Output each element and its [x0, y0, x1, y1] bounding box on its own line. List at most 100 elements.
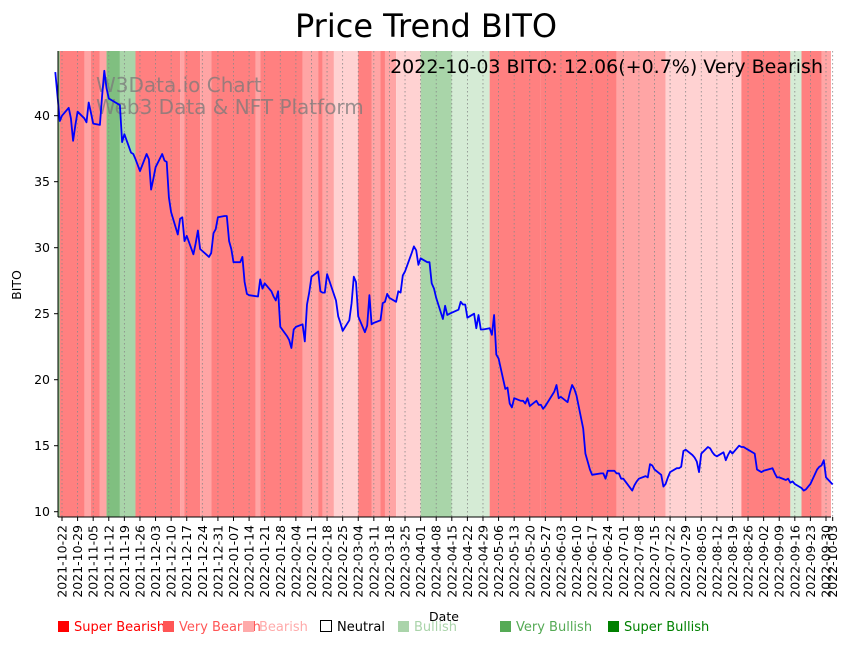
legend-label: Bullish [414, 620, 458, 635]
y-axis-label: BITO [9, 270, 24, 300]
regime-band [489, 51, 541, 517]
x-tick-label: 2022-05-06 [491, 525, 506, 598]
legend-swatch-icon [58, 621, 69, 632]
x-tick-label: 2022-07-15 [647, 525, 662, 598]
x-tick-label: 2022-04-15 [444, 525, 459, 598]
x-tick-label: 2021-10-29 [70, 525, 85, 598]
y-ticks: 10 15 20 25 30 35 40 [34, 108, 58, 519]
legend-swatch-icon [243, 621, 254, 632]
regime-band [58, 51, 60, 517]
x-tick-label: 2022-06-10 [569, 525, 584, 598]
regime-band [119, 51, 136, 517]
watermark-line-2: Web3 Data & NFT Platform [96, 95, 364, 119]
regime-band [84, 51, 91, 517]
x-tick-label: 2022-02-18 [320, 525, 335, 598]
x-tick-label: 2022-08-26 [741, 525, 756, 598]
legend-label: Super Bullish [624, 620, 710, 635]
x-ticks: 2021-10-22 2021-10-29 2021-11-05 2021-11-12… [55, 517, 840, 598]
x-tick-label: 2021-11-19 [117, 525, 132, 598]
x-tick-label: 2022-10-03 [825, 525, 840, 598]
regime-band [184, 51, 201, 517]
x-tick-label: 2022-09-30 [819, 525, 834, 598]
legend-swatch-icon [398, 621, 409, 632]
legend-label: Neutral [337, 620, 385, 635]
regime-band [371, 51, 381, 517]
x-tick-label: 2022-09-02 [756, 525, 771, 598]
y-tick-label: 30 [34, 240, 50, 255]
regime-band [616, 51, 666, 517]
x-tick-label: 2022-09-23 [803, 525, 818, 598]
x-tick-label: 2022-03-25 [398, 525, 413, 598]
x-tick-label: 2021-12-03 [148, 525, 163, 598]
regime-band [333, 51, 359, 517]
x-tick-label: 2021-12-10 [164, 525, 179, 598]
regime-band [200, 51, 212, 517]
x-tick-label: 2022-04-29 [475, 525, 490, 598]
regime-band [396, 51, 421, 517]
x-axis-label: Date [429, 609, 459, 624]
x-tick-label: 2022-03-18 [382, 525, 397, 598]
x-tick-label: 2022-05-27 [538, 525, 553, 598]
legend-swatch-icon [163, 621, 174, 632]
x-tick-label: 2022-06-24 [600, 525, 615, 598]
x-tick-label: 2021-10-22 [55, 525, 70, 598]
watermark-line-1: W3Data.io Chart [96, 73, 262, 97]
x-tick-label: 2021-11-05 [86, 525, 101, 598]
regime-band [540, 51, 577, 517]
y-tick-label: 35 [34, 174, 50, 189]
x-tick-label: 2022-05-20 [522, 525, 537, 598]
x-tick-label: 2022-08-12 [709, 525, 724, 598]
x-tick-label: 2022-01-28 [273, 525, 288, 598]
regime-band [59, 51, 100, 517]
regime-band [135, 51, 181, 517]
x-tick-label: 2021-12-24 [195, 525, 210, 598]
chart-title: Price Trend BITO [295, 7, 557, 45]
y-tick-label: 20 [34, 372, 50, 387]
regime-band [665, 51, 742, 517]
regime-band [358, 51, 372, 517]
regime-band [106, 51, 120, 517]
regime-bands [58, 51, 831, 517]
x-tick-label: 2022-07-29 [678, 525, 693, 598]
legend-label: Very Bullish [516, 620, 593, 635]
legend-swatch-icon [500, 621, 511, 632]
x-tick-label: 2022-01-14 [242, 525, 257, 598]
x-tick-label: 2022-02-25 [335, 525, 350, 598]
x-tick-label: 2022-04-08 [429, 525, 444, 598]
regime-band [790, 51, 802, 517]
x-tick-label: 2022-09-09 [772, 525, 787, 598]
y-tick-label: 15 [34, 438, 50, 453]
legend-label: Bearish [259, 620, 308, 635]
regime-band [99, 51, 107, 517]
legend-item: Super Bearish [58, 620, 165, 635]
x-tick-label: 2021-11-26 [132, 525, 147, 598]
x-tick-label: 2022-08-19 [725, 525, 740, 598]
latest-price-annotation: 2022-10-03 BITO: 12.06(+0.7%) Very Beari… [390, 56, 823, 78]
x-tick-label: 2021-11-12 [101, 525, 116, 598]
x-tick-label: 2022-09-16 [787, 525, 802, 598]
x-tick-label: 2022-07-22 [663, 525, 678, 598]
regime-band [801, 51, 822, 517]
x-tick-label: 2022-05-13 [507, 525, 522, 598]
legend-swatch-icon [320, 620, 332, 632]
regime-band [451, 51, 490, 517]
x-tick-label: 2021-12-17 [179, 525, 194, 598]
x-tick-label: 2022-07-08 [631, 525, 646, 598]
x-tick-label: 2022-02-04 [288, 525, 303, 598]
watermark: W3Data.io Chart Web3 Data & NFT Platform [96, 73, 364, 119]
x-tick-label: 2022-04-22 [460, 525, 475, 598]
regime-band [180, 51, 185, 517]
x-tick-label: 2022-02-11 [304, 525, 319, 598]
y-tick-label: 25 [34, 306, 50, 321]
legend-item: Very Bearish [163, 620, 261, 635]
regime-band [384, 51, 397, 517]
price-line [54, 69, 834, 492]
x-tick-label: 2022-07-01 [616, 525, 631, 598]
x-tick-label: 2022-06-03 [553, 525, 568, 598]
x-tick-label: 2022-08-05 [694, 525, 709, 598]
y-tick-label: 40 [34, 108, 50, 123]
x-tick-label: 2022-03-11 [366, 525, 381, 598]
legend-item: Super Bullish [608, 620, 709, 635]
legend-label: Very Bearish [179, 620, 261, 635]
legend-swatch-icon [608, 621, 619, 632]
